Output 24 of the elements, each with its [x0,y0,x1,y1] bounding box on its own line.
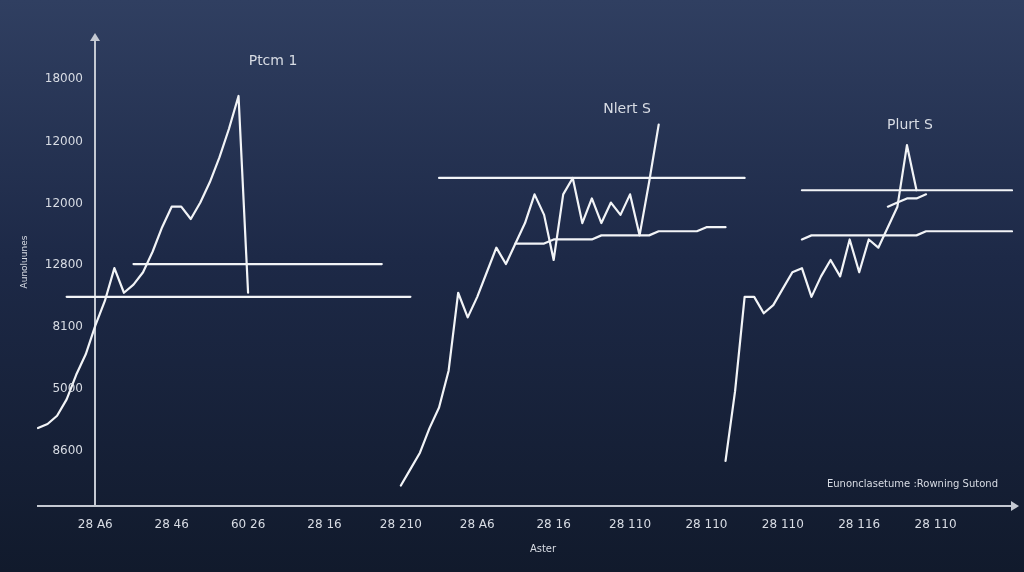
x-tick-label: 28 116 [838,517,881,532]
x-tick-label: 28 210 [379,517,422,532]
annotation: 12000 [44,196,83,210]
x-tick-label: 28 A6 [77,517,113,532]
annotation: 8100 [52,319,83,333]
annotation: 12000 [44,134,83,148]
x-tick-label: 28 110 [761,517,804,532]
annotation: Eunonclasetume :Rowning Sutond [826,477,998,489]
y-axis-title: Aunoluunes [19,235,29,289]
x-axis-title: Aster [529,542,557,554]
annotation: 8600 [52,443,83,457]
x-tick-label: 28 16 [536,517,571,532]
annotation: 12800 [44,257,83,271]
x-tick-label: 28 110 [609,517,652,532]
x-tick-label: 60 26 [230,517,266,532]
text: Ptcm 1 [248,52,298,68]
x-tick-label: 28 16 [307,517,342,532]
annotation: Nlert S [603,100,651,116]
x-tick-label: 28 46 [154,517,189,532]
text: 18000 [44,71,83,85]
annotation: Plurt S [887,116,933,132]
x-tick-label: 28 110 [685,517,728,532]
x-tick-label: 28 110 [914,517,957,532]
x-tick-label: 28 A6 [459,517,495,532]
